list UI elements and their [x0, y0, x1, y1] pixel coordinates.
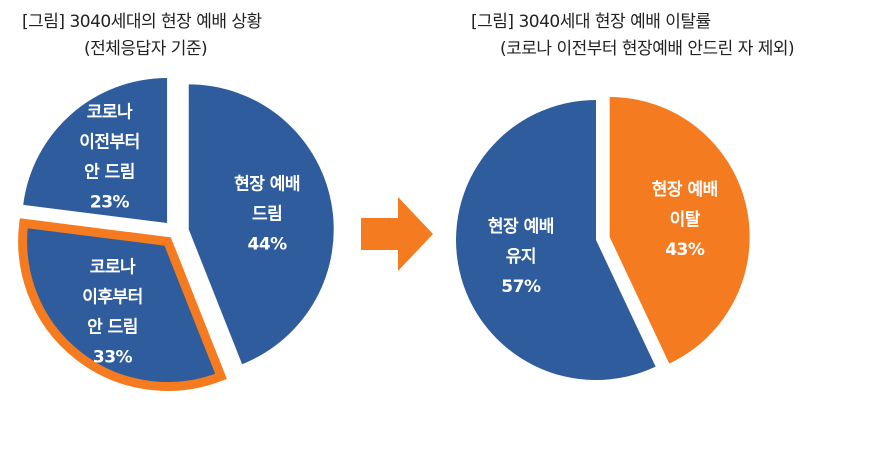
slice-category-label: 안 드림	[87, 318, 138, 338]
slice-category-label: 유지	[506, 247, 536, 267]
pie-slice	[609, 96, 750, 364]
slice-category-label: 현장 예배	[652, 180, 718, 200]
slice-category-label: 안 드림	[84, 163, 135, 183]
pie-slice	[456, 100, 656, 380]
pie-slice	[23, 78, 168, 223]
slice-category-label: 코로나	[87, 103, 133, 123]
slice-category-label: 이전부터	[79, 133, 140, 153]
slice-value-label: 57%	[501, 277, 541, 297]
slice-category-label: 이탈	[670, 209, 701, 230]
chart1-title: [그림] 3040세대의 현장 예배 상황	[22, 12, 262, 32]
slice-category-label: 현장 예배	[234, 174, 300, 194]
chart2-subtitle: (코로나 이전부터 현장예배 안드린 자 제외)	[500, 39, 795, 59]
slice-value-label: 23%	[90, 193, 130, 213]
slice-category-label: 코로나	[90, 258, 136, 278]
slice-value-label: 43%	[665, 240, 705, 260]
slice-value-label: 33%	[93, 348, 133, 368]
pie-slice	[188, 84, 334, 365]
slice-category-label: 현장 예배	[488, 217, 554, 237]
chart2-title: [그림] 3040세대 현장 예배 이탈률	[471, 12, 711, 32]
right-arrow-icon	[361, 197, 433, 271]
pie-slice	[18, 218, 227, 391]
slice-category-label: 이후부터	[82, 287, 143, 308]
chart1-subtitle: (전체응답자 기준)	[84, 39, 208, 59]
slice-value-label: 44%	[247, 234, 287, 254]
slice-category-label: 드림	[252, 204, 282, 224]
